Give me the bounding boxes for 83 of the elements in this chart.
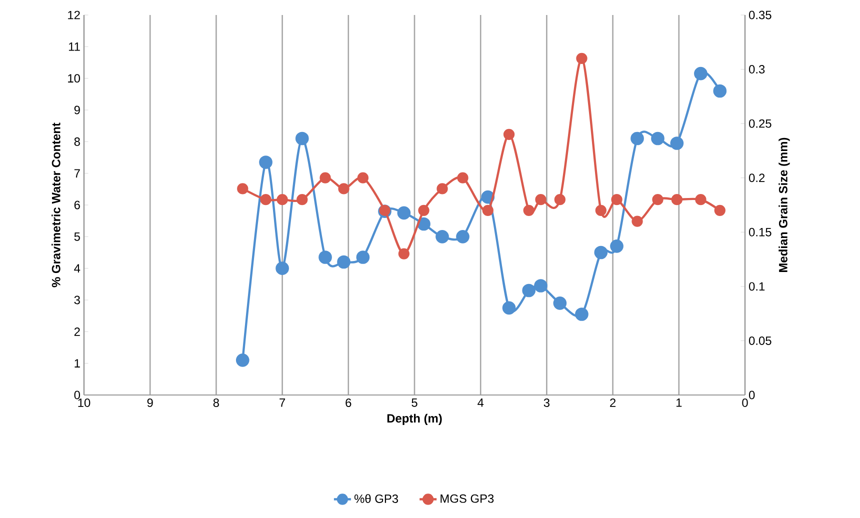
point: [523, 204, 534, 216]
point: [318, 250, 332, 264]
y-tick-label: 7: [74, 169, 80, 178]
point: [670, 136, 684, 150]
point: [260, 194, 272, 206]
point: [595, 204, 606, 216]
point: [576, 52, 588, 64]
point: [456, 230, 470, 244]
y-tick-label: 6: [74, 200, 80, 210]
point: [534, 279, 548, 292]
point: [436, 183, 448, 194]
y-tick-label: 10: [68, 74, 80, 83]
y-tick-label: 2: [74, 327, 80, 336]
point: [503, 128, 515, 140]
point: [594, 246, 608, 260]
point: [714, 204, 726, 216]
x-tick-label: 0: [742, 398, 748, 407]
x-tick-label: 8: [213, 398, 219, 407]
point: [338, 183, 350, 194]
point: [398, 248, 410, 260]
y-tick-label: 8: [74, 137, 80, 146]
point: [276, 194, 288, 206]
point: [295, 132, 309, 146]
point: [553, 296, 567, 310]
x-tick-label: 5: [412, 398, 418, 407]
y-tick-label: 11: [68, 42, 80, 51]
y-tick-label: 9: [74, 106, 80, 114]
y-tick-label: 5: [74, 232, 80, 241]
y2-tick-label: 0.2: [748, 174, 765, 182]
point: [610, 239, 624, 253]
x-tick-label: 9: [147, 398, 153, 407]
point: [652, 194, 664, 206]
point: [694, 66, 708, 80]
x-tick-label: 6: [346, 398, 352, 407]
y-tick-label: 1: [74, 359, 80, 368]
y2-tick-label: 0.3: [748, 65, 765, 74]
point: [630, 132, 644, 146]
x-axis-title: Depth (m): [387, 414, 442, 425]
point: [713, 84, 727, 98]
point: [237, 183, 248, 194]
point: [535, 194, 546, 206]
y2-tick-label: 0.25: [748, 119, 772, 128]
y-tick-label: 4: [74, 264, 80, 272]
legend-label: %θ GP3: [354, 494, 398, 503]
legend-label: MGS GP3: [440, 494, 494, 503]
point: [357, 172, 369, 184]
y-tick-label: 0: [74, 390, 80, 400]
y-tick-label: 12: [68, 10, 80, 20]
point: [695, 194, 706, 206]
point: [482, 204, 494, 216]
y2-tick-label: 0.15: [748, 228, 772, 236]
y2-tick-label: 0.35: [748, 10, 772, 20]
point: [417, 217, 430, 231]
point: [502, 301, 516, 315]
point: [632, 216, 643, 227]
point: [397, 206, 411, 220]
x-tick-label: 7: [280, 398, 286, 407]
point: [276, 262, 289, 276]
point: [436, 230, 449, 244]
point: [337, 255, 350, 269]
point: [259, 156, 272, 169]
y2-tick-label: 0: [748, 390, 755, 400]
point: [320, 172, 331, 184]
y-axis-title: % Gravimetric Water Content: [52, 122, 60, 288]
y2-tick-label: 0.05: [748, 336, 772, 345]
point: [671, 194, 682, 206]
x-tick-label: 4: [478, 398, 484, 407]
x-tick-label: 3: [544, 398, 550, 407]
y-tick-label: 3: [74, 296, 80, 304]
y2-tick-label: 0.1: [748, 282, 765, 291]
point: [651, 132, 664, 146]
x-tick-label: 1: [676, 398, 682, 407]
point: [296, 194, 308, 206]
x-tick-label: 2: [610, 398, 616, 407]
point: [522, 284, 536, 298]
y2-axis-title: Median Grain Size (mm): [778, 138, 790, 272]
point: [554, 194, 566, 206]
point: [356, 250, 370, 264]
point: [418, 204, 430, 216]
point: [575, 308, 588, 321]
point: [236, 353, 250, 367]
point: [457, 172, 468, 184]
point: [611, 194, 622, 206]
